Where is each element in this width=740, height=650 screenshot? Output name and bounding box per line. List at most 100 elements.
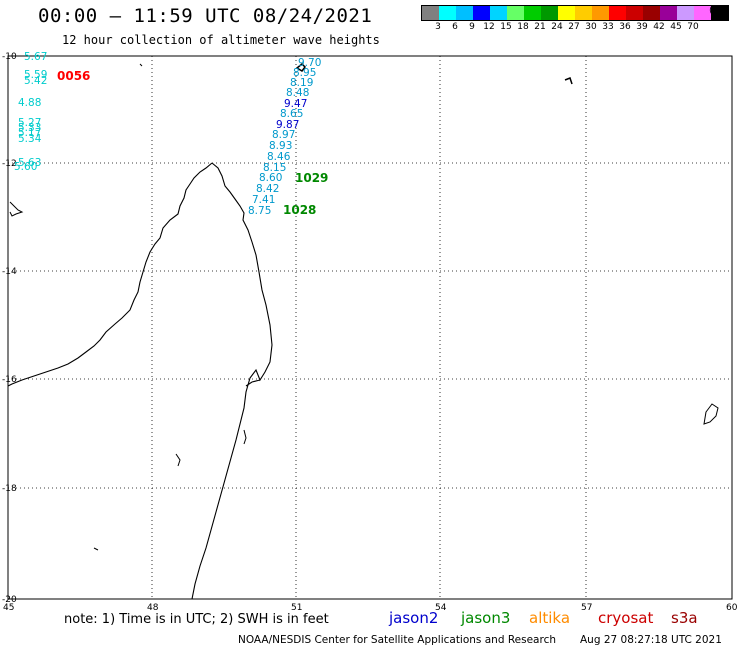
legend-tick-label: 24: [551, 22, 563, 32]
pass-time-labels: 0056 1029 1028: [57, 69, 328, 217]
wave-height-value: 5.27: [18, 117, 41, 129]
legend-swatch: [439, 6, 456, 20]
legend-tick-label: 42: [653, 22, 665, 32]
satellite-name-jason2: jason2: [389, 609, 439, 627]
wave-height-value: 8.65: [280, 108, 303, 120]
wave-height-value: 5.67: [24, 51, 47, 63]
legend-swatch: [609, 6, 626, 20]
legend-swatch: [643, 6, 660, 20]
wave-height-value: 5.59: [24, 69, 47, 81]
legend-unit: (ft): [708, 6, 730, 16]
pass-time-label: 1028: [283, 203, 316, 217]
legend-tick-label: 45: [670, 22, 682, 32]
wave-height-value: 8.48: [286, 87, 309, 99]
legend-swatch: [660, 6, 677, 20]
longitude-label: 54: [435, 603, 447, 613]
longitude-label: 45: [3, 603, 14, 613]
mascarene-island: [703, 403, 719, 425]
longitude-label: 57: [581, 603, 592, 613]
wave-height-value: 8.46: [267, 151, 291, 163]
legend-tick-label: 33: [602, 22, 614, 32]
legend-tick-label: 39: [636, 22, 648, 32]
legend-tick-label: 12: [483, 22, 495, 32]
madagascar-coastline: [7, 162, 273, 600]
latitude-label: -20: [2, 595, 17, 605]
wave-height-value: 8.93: [269, 140, 292, 152]
latitude-label: -10: [2, 52, 17, 62]
wave-height-value: 5.34: [18, 133, 42, 145]
pass-time-label: 0056: [57, 69, 90, 83]
footer-credit: NOAA/NESDIS Center for Satellite Applica…: [238, 634, 556, 646]
wave-height-value: 5.33: [18, 122, 41, 134]
satellite-name-jason3: jason3: [461, 609, 511, 627]
wave-height-value: 5.17: [18, 127, 41, 139]
wave-height-value: 9.70: [298, 57, 321, 69]
legend-swatch: [677, 6, 694, 20]
latitude-label: -14: [2, 267, 17, 277]
seychelles-islet: [564, 77, 573, 85]
legend-swatch: [507, 6, 524, 20]
pass-time-label: 1029: [295, 171, 328, 185]
wave-height-value: 9.47: [284, 98, 307, 110]
legend-swatch: [490, 6, 507, 20]
note-text: note: 1) Time is in UTC; 2) SWH is in fe…: [64, 612, 329, 627]
small-islet-west: [93, 453, 181, 551]
longitude-labels: 45 48 51 54 57 60: [3, 603, 738, 613]
grid-lines: [8, 56, 732, 599]
legend-color-bar: [421, 5, 729, 21]
wave-height-value: 8.95: [293, 67, 316, 79]
legend-tick-label: 3: [435, 22, 441, 32]
wave-height-value: 9.87: [276, 119, 299, 131]
footer-timestamp: Aug 27 08:27:18 UTC 2021: [580, 634, 722, 646]
legend-swatch: [711, 6, 728, 20]
legend-swatch: [626, 6, 643, 20]
satellite-name-cryosat: cryosat: [598, 609, 654, 627]
wave-height-value: 8.75: [248, 205, 271, 217]
legend-swatch: [541, 6, 558, 20]
map-subtitle: 12 hour collection of altimeter wave hei…: [62, 33, 380, 47]
altimeter-track-east: 9.708.958.198.489.478.659.878.978.938.46…: [248, 57, 321, 217]
legend-tick-label: 9: [469, 22, 475, 32]
legend-swatch: [592, 6, 609, 20]
latitude-label: -18: [2, 484, 17, 494]
map-title: 00:00 – 11:59 UTC 08/24/2021: [38, 5, 373, 27]
wave-height-value: 8.60: [259, 172, 282, 184]
longitude-label: 51: [291, 603, 302, 613]
legend-tick-label: 70: [687, 22, 699, 32]
mayotte-islet: [139, 63, 143, 67]
legend-tick-label: 18: [517, 22, 529, 32]
wave-height-legend: 3 6 9 12 15 18 21 24 27 30 33 36 39 42 45 70 (ft): [421, 5, 730, 33]
legend-tick-label: 6: [452, 22, 458, 32]
map-frame: [7, 55, 733, 600]
legend-swatch: [558, 6, 575, 20]
wave-height-value: 8.15: [263, 162, 286, 174]
legend-swatch: [524, 6, 541, 20]
legend-tick-label: 30: [585, 22, 597, 32]
longitude-label: 48: [147, 603, 159, 613]
legend-labels: 3 6 9 12 15 18 21 24 27 30 33 36 39 42 45 70: [421, 21, 729, 33]
wave-height-value: 7.41: [252, 194, 275, 206]
wave-height-value: 4.88: [18, 97, 41, 109]
wave-height-value: 8.42: [256, 183, 279, 195]
legend-tick-label: 21: [534, 22, 546, 32]
wave-height-value: 5.42: [24, 75, 47, 87]
west-island: [9, 201, 24, 217]
legend-swatch: [694, 6, 711, 20]
satellite-name-s3a: s3a: [671, 609, 698, 627]
latitude-label: -16: [2, 375, 17, 385]
legend-swatch: [575, 6, 592, 20]
wave-height-value: 5.63: [18, 157, 41, 169]
wave-height-value: 8.97: [272, 129, 295, 141]
legend-tick-label: 27: [568, 22, 580, 32]
legend-tick-label: 15: [500, 22, 512, 32]
ile-sainte-marie: [243, 429, 247, 445]
northern-islet: [295, 62, 306, 72]
latitude-label: -12: [2, 159, 17, 169]
wave-height-value: 8.19: [290, 77, 313, 89]
wave-height-value: 5.60: [14, 161, 37, 173]
legend-tick-label: 36: [619, 22, 631, 32]
satellite-name-altika: altika: [529, 609, 571, 627]
altimeter-track-west: 5.67 5.595.42 4.88 5.275.335.175.34 5.635.60: [14, 51, 47, 173]
latitude-labels: -10 -12 -14 -16 -18 -20: [2, 52, 17, 605]
